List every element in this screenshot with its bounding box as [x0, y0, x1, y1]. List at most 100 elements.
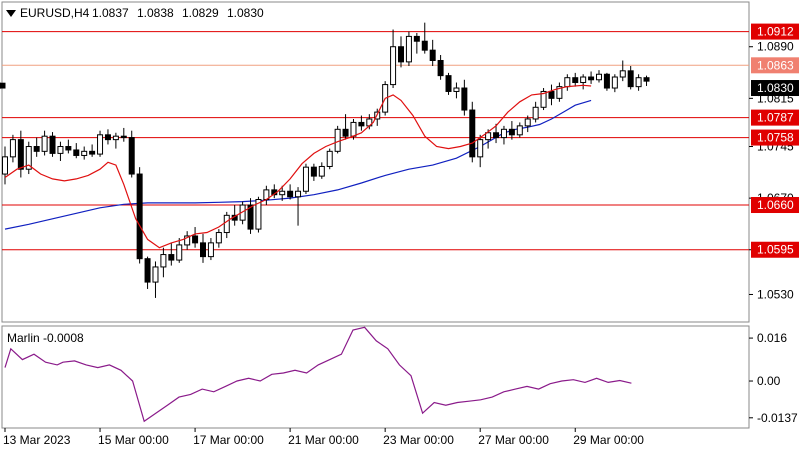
candle-body — [596, 73, 602, 81]
candle-body — [279, 190, 286, 196]
oscillator-line — [4, 326, 632, 423]
candle-body — [477, 139, 484, 158]
candle-body — [65, 146, 72, 151]
level-label-bg — [751, 23, 799, 40]
candle-body — [223, 214, 230, 234]
level-label-bg — [751, 197, 799, 214]
triangle-down-icon[interactable] — [6, 10, 16, 17]
candle-body — [643, 77, 650, 82]
candle-body — [160, 254, 167, 268]
candle-body — [485, 132, 492, 141]
candle-body — [358, 121, 365, 127]
candle-body — [627, 70, 634, 88]
candle-body — [120, 135, 127, 139]
level-label-bg — [751, 109, 799, 126]
level-label: 1.0758 — [757, 131, 794, 145]
candle-body — [437, 59, 444, 77]
level-label: 1.0787 — [757, 111, 794, 125]
candle-body — [200, 242, 206, 258]
candle-body — [429, 49, 436, 61]
price-tick-label: 1.0890 — [757, 40, 794, 54]
candle-body — [2, 156, 8, 175]
candle-body — [548, 90, 555, 99]
time-axis[interactable]: 13 Mar 2023 15 Mar 00:00 17 Mar 00:00 21 Ma… — [3, 428, 644, 447]
candle-body — [572, 77, 579, 84]
ma-slow-group — [4, 99, 592, 230]
time-tick-label: 27 Mar 00:00 — [478, 433, 549, 447]
high-value: 1.0838 — [137, 6, 174, 20]
candle-body — [445, 75, 452, 92]
candle-body — [215, 232, 222, 244]
candle-body — [564, 77, 571, 88]
open-value: 1.0837 — [92, 6, 129, 20]
candle-body — [611, 76, 618, 89]
candle-body — [247, 204, 254, 230]
candle-body — [97, 134, 104, 155]
current-price-label: 1.0830 — [757, 81, 794, 95]
candles-group — [0, 22, 650, 298]
level-label: 1.0912 — [757, 25, 794, 39]
ma-slow-line — [4, 99, 592, 230]
candle-body — [493, 132, 500, 139]
candle-body — [144, 258, 151, 283]
candle-body — [136, 173, 143, 260]
level-labels: 1.0912 1.0863 1.0787 1.0758 1.0660 1.0595 1.08… — [751, 23, 799, 258]
candle-body — [17, 139, 24, 170]
price-tick-label: 1.0530 — [757, 287, 794, 301]
candle-body — [421, 40, 428, 51]
candle-body — [540, 90, 547, 108]
candle-body — [508, 128, 515, 136]
candle-body — [310, 166, 317, 177]
candle-body — [635, 77, 642, 88]
candle-body — [350, 121, 357, 137]
candle-body — [73, 149, 80, 156]
candle-body — [398, 46, 404, 63]
ma-fast-group — [4, 84, 592, 249]
chart-header: EURUSD,H4 1.0837 1.0838 1.0829 1.0830 — [6, 6, 264, 20]
level-label: 1.0595 — [757, 243, 794, 257]
candle-body — [49, 135, 56, 154]
candle-body — [33, 146, 40, 152]
oscillator-axis[interactable]: 0.016 0.00 -0.0137 — [749, 331, 798, 425]
candle-body — [57, 146, 64, 154]
candle-body — [516, 125, 523, 136]
candle-body — [326, 150, 333, 167]
time-tick-label: 15 Mar 00:00 — [98, 433, 169, 447]
candle-body — [524, 118, 531, 127]
candle-body — [532, 106, 539, 120]
close-value: 1.0830 — [227, 6, 264, 20]
indicator-pane[interactable] — [1, 325, 750, 429]
level-label: 1.0660 — [757, 198, 794, 212]
candle-body — [152, 266, 159, 283]
candle-body — [41, 135, 48, 152]
candle-body — [104, 134, 111, 141]
candle-body — [184, 235, 191, 246]
candle-body — [342, 128, 349, 137]
candle-body — [168, 254, 175, 261]
candle-body — [469, 109, 476, 158]
candle-body — [89, 150, 96, 155]
candle-body — [603, 73, 610, 89]
time-tick-label: 17 Mar 00:00 — [193, 433, 264, 447]
current-price-bg — [751, 80, 799, 97]
candle-body — [112, 135, 119, 141]
candle-body — [9, 139, 16, 158]
candle-body — [255, 199, 262, 230]
time-tick-label: 23 Mar 00:00 — [383, 433, 454, 447]
oscillator-group — [4, 326, 632, 423]
osc-tick-label: 0.016 — [757, 331, 787, 345]
level-label: 1.0863 — [757, 58, 794, 72]
candle-body — [556, 86, 563, 99]
candle-body — [176, 244, 183, 261]
candle-body — [588, 76, 595, 81]
candle-body — [81, 150, 88, 156]
level-label-bg — [751, 129, 799, 146]
candle-body — [413, 35, 420, 42]
candle-body — [453, 87, 460, 92]
low-value: 1.0829 — [182, 6, 219, 20]
indicator-label: Marlin -0.0008 — [7, 331, 84, 345]
main-pane[interactable] — [1, 1, 750, 323]
candle-body — [0, 82, 6, 89]
